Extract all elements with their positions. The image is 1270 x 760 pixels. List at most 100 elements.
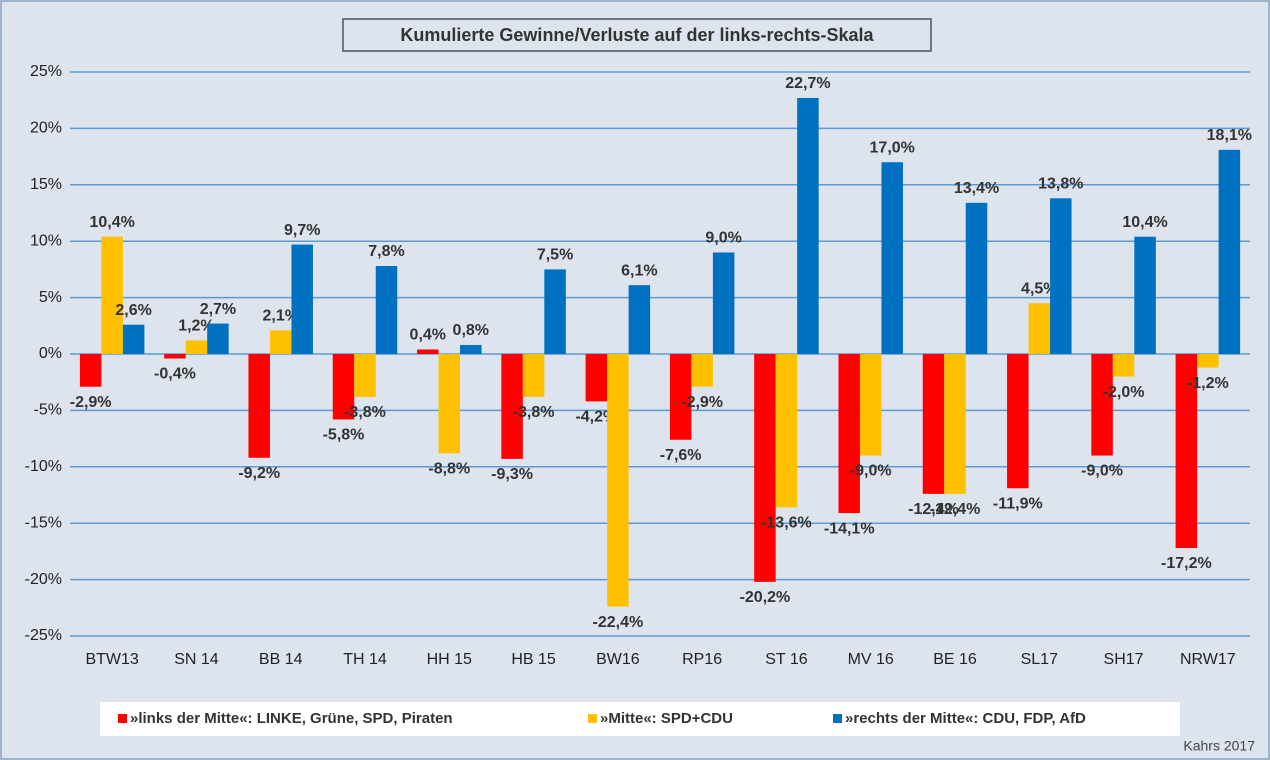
data-label: -2,0% — [1103, 384, 1145, 401]
y-tick-label: 25% — [30, 63, 62, 80]
source-note: Kahrs 2017 — [1183, 738, 1255, 754]
bar — [354, 354, 376, 397]
bar — [438, 354, 461, 454]
x-tick-label: TH 14 — [343, 651, 387, 668]
bar — [585, 354, 608, 402]
bar — [501, 354, 523, 459]
legend-swatch — [118, 714, 127, 723]
x-tick-label: HB 15 — [511, 651, 556, 668]
data-label: -1,2% — [1187, 375, 1229, 392]
data-label: -2,9% — [681, 394, 723, 411]
data-label: -2,9% — [70, 394, 112, 411]
bar — [1218, 149, 1241, 354]
data-label: 2,7% — [200, 301, 236, 318]
data-label: 13,4% — [954, 180, 999, 197]
x-tick-label: HH 15 — [427, 651, 472, 668]
bar — [965, 202, 988, 354]
bar — [332, 354, 355, 420]
bar — [712, 252, 735, 354]
data-label: 13,8% — [1038, 176, 1083, 193]
y-tick-label: -25% — [25, 627, 62, 644]
bar — [1091, 354, 1113, 456]
data-label: 18,1% — [1207, 127, 1252, 144]
data-label: -11,9% — [993, 495, 1043, 512]
bar — [207, 323, 229, 354]
x-tick-label: RP16 — [682, 651, 722, 668]
data-label: 7,8% — [368, 243, 404, 260]
legend-swatch — [833, 714, 842, 723]
data-label: 10,4% — [89, 214, 134, 231]
bar — [185, 340, 208, 354]
bar — [164, 354, 186, 359]
bar — [881, 162, 903, 354]
x-tick-label: BW16 — [596, 651, 640, 668]
bar — [944, 354, 966, 494]
bar — [1050, 198, 1072, 354]
data-label: 2,6% — [115, 302, 151, 319]
data-label: -0,4% — [154, 366, 196, 383]
data-label: -8,8% — [428, 460, 470, 477]
bar — [522, 354, 545, 397]
bar — [79, 354, 102, 387]
legend-label: »rechts der Mitte«: CDU, FDP, AfD — [845, 710, 1086, 727]
data-label: -22,4% — [593, 614, 644, 631]
data-label: 9,7% — [284, 222, 320, 239]
title-box — [342, 18, 932, 52]
data-label: -12,4% — [930, 501, 981, 518]
bar — [669, 354, 692, 440]
y-tick-label: -20% — [25, 571, 62, 588]
bar — [375, 266, 398, 354]
bar — [122, 324, 145, 354]
data-label: 6,1% — [621, 262, 657, 279]
data-label: -17,2% — [1161, 555, 1212, 572]
chart-title: Kumulierte Gewinne/Verluste auf der link… — [400, 25, 874, 45]
bar — [291, 244, 313, 354]
data-label: -5,8% — [323, 427, 365, 444]
data-label: -4,2% — [575, 409, 617, 426]
data-label: 9,0% — [705, 230, 741, 247]
data-label: -13,6% — [761, 515, 812, 532]
data-label: -14,1% — [824, 520, 875, 537]
y-tick-label: 10% — [30, 232, 62, 249]
data-label: 10,4% — [1122, 214, 1167, 231]
bar — [1112, 354, 1135, 377]
data-label: -9,0% — [1081, 463, 1123, 480]
y-tick-label: 0% — [39, 345, 62, 362]
x-tick-label: BE 16 — [933, 651, 977, 668]
y-tick-label: 20% — [30, 120, 62, 137]
bar — [544, 269, 566, 354]
bar — [269, 330, 292, 354]
x-tick-label: ST 16 — [765, 651, 808, 668]
data-label: 4,5% — [1021, 280, 1057, 297]
x-tick-label: NRW17 — [1180, 651, 1236, 668]
data-label: 0,4% — [410, 327, 446, 344]
bar — [1007, 354, 1029, 489]
x-tick-label: SL17 — [1021, 651, 1058, 668]
data-label: 1,2% — [178, 318, 214, 335]
data-label: 0,8% — [453, 322, 489, 339]
x-tick-label: BTW13 — [85, 651, 138, 668]
data-label: -9,2% — [238, 465, 280, 482]
x-tick-label: MV 16 — [848, 651, 894, 668]
x-tick-label: BB 14 — [259, 651, 303, 668]
bar — [101, 236, 123, 354]
data-label: -3,8% — [344, 404, 386, 421]
bar — [691, 354, 713, 387]
y-tick-label: -5% — [34, 402, 62, 419]
data-label: -3,8% — [513, 404, 555, 421]
data-label: 17,0% — [870, 139, 915, 156]
bar — [417, 349, 439, 354]
data-label: -7,6% — [660, 447, 702, 464]
data-label: -12,4% — [908, 501, 959, 518]
y-tick-label: 15% — [30, 176, 62, 193]
bar — [838, 354, 860, 514]
bar — [1175, 354, 1198, 549]
legend-label: »links der Mitte«: LINKE, Grüne, SPD, Pi… — [130, 710, 453, 727]
y-tick-label: -10% — [25, 458, 62, 475]
bar — [1197, 354, 1219, 368]
bar — [754, 354, 776, 582]
x-tick-label: SN 14 — [174, 651, 219, 668]
